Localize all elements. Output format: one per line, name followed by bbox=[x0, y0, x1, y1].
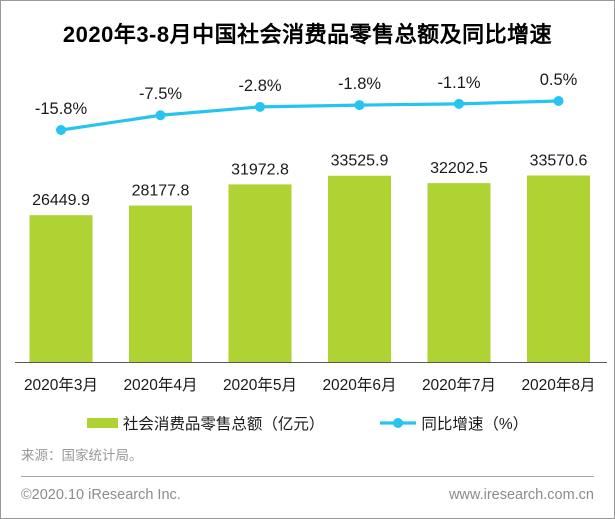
bar bbox=[228, 184, 292, 363]
bar bbox=[427, 183, 491, 363]
line-series-swatch-icon bbox=[380, 418, 417, 428]
legend-item-line-series: 同比增速（%） bbox=[379, 412, 528, 434]
x-axis-category-label: 2020年4月 bbox=[123, 376, 197, 394]
growth-percent-label: -1.8% bbox=[338, 75, 381, 93]
chart-title: 2020年3-8月中国社会消费品零售总额及同比增速 bbox=[62, 22, 553, 47]
bar-series-swatch-icon bbox=[86, 418, 118, 428]
x-axis-category-label: 2020年8月 bbox=[521, 376, 595, 394]
copyright-text: ©2020.10 iResearch Inc. bbox=[21, 487, 181, 503]
x-axis-category-label: 2020年6月 bbox=[322, 376, 396, 394]
x-axis-category-label: 2020年5月 bbox=[223, 376, 297, 394]
growth-line-point bbox=[354, 100, 365, 111]
bar-value-label: 26449.9 bbox=[32, 192, 90, 209]
legend-bar-label: 社会消费品零售总额（亿元） bbox=[122, 416, 325, 433]
bar-value-label: 28177.8 bbox=[132, 183, 190, 200]
bar-value-label: 32202.5 bbox=[430, 160, 488, 177]
x-axis-category-label: 2020年7月 bbox=[422, 376, 496, 394]
legend-line-label: 同比增速（%） bbox=[421, 416, 529, 433]
bar-value-label: 33525.9 bbox=[331, 153, 389, 170]
legend-item-bar-series: 社会消费品零售总额（亿元） bbox=[86, 412, 325, 434]
growth-percent-label: 0.5% bbox=[540, 71, 578, 89]
growth-percent-label: -1.1% bbox=[437, 74, 480, 92]
bar bbox=[328, 175, 391, 363]
growth-line-point bbox=[553, 96, 564, 106]
bar bbox=[527, 175, 590, 363]
x-axis-category-label: 2020年3月 bbox=[24, 376, 98, 394]
bar bbox=[29, 215, 93, 363]
bar-value-label: 33570.6 bbox=[530, 153, 588, 170]
growth-line-point bbox=[255, 101, 265, 112]
growth-percent-label: -15.8% bbox=[35, 100, 88, 118]
growth-line-point bbox=[155, 110, 166, 121]
growth-line bbox=[59, 99, 561, 132]
combo-chart: 26449.9 28177.8 31972.8 33525.9 32202.5 33570… bbox=[15, 71, 607, 394]
growth-line-point bbox=[56, 125, 66, 136]
growth-line-point bbox=[454, 98, 464, 109]
website-link[interactable]: www.iresearch.com.cn bbox=[448, 487, 594, 503]
growth-percent-label: -2.8% bbox=[238, 77, 281, 95]
bar-value-label: 31972.8 bbox=[231, 161, 289, 178]
growth-percent-label: -7.5% bbox=[139, 85, 182, 103]
data-source-note: 来源：国家统计局。 bbox=[21, 448, 143, 463]
footer-divider bbox=[21, 476, 594, 477]
chart-legend: 社会消费品零售总额（亿元） 同比增速（%） bbox=[1, 412, 614, 434]
bar bbox=[129, 205, 192, 363]
footer: ©2020.10 iResearch Inc. www.iresearch.co… bbox=[21, 487, 594, 503]
